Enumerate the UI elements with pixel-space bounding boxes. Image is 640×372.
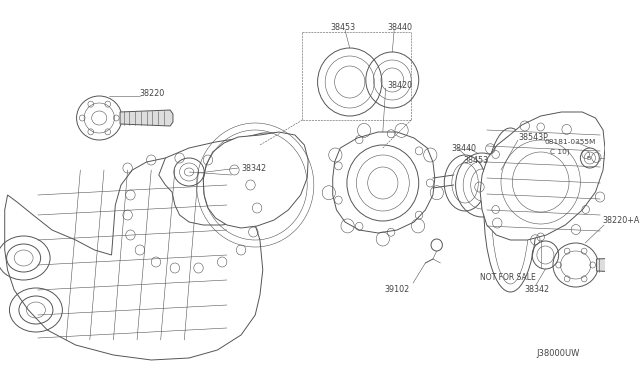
Text: 38440: 38440: [388, 22, 413, 32]
Polygon shape: [159, 133, 303, 225]
Polygon shape: [333, 132, 435, 233]
Polygon shape: [120, 110, 173, 126]
Polygon shape: [596, 257, 640, 273]
Text: 38420: 38420: [388, 80, 413, 90]
Text: 38543P: 38543P: [518, 132, 548, 141]
Text: 38453: 38453: [463, 155, 488, 164]
Bar: [303, 32, 411, 120]
Text: J38000UW: J38000UW: [536, 349, 580, 358]
Text: NOT FOR SALE: NOT FOR SALE: [480, 273, 536, 282]
Text: C 10): C 10): [550, 149, 570, 155]
Text: 38342: 38342: [241, 164, 266, 173]
Polygon shape: [4, 158, 263, 360]
Text: 38453: 38453: [331, 22, 356, 32]
Text: 38440: 38440: [452, 144, 477, 153]
Text: 38342: 38342: [525, 285, 550, 295]
Polygon shape: [480, 112, 605, 240]
Text: 08181-0355M: 08181-0355M: [545, 139, 596, 145]
Polygon shape: [204, 132, 308, 228]
Text: 38220+A: 38220+A: [602, 215, 639, 224]
Text: 38220: 38220: [140, 89, 165, 97]
Text: 39102: 39102: [385, 285, 410, 295]
Text: B: B: [586, 155, 590, 160]
